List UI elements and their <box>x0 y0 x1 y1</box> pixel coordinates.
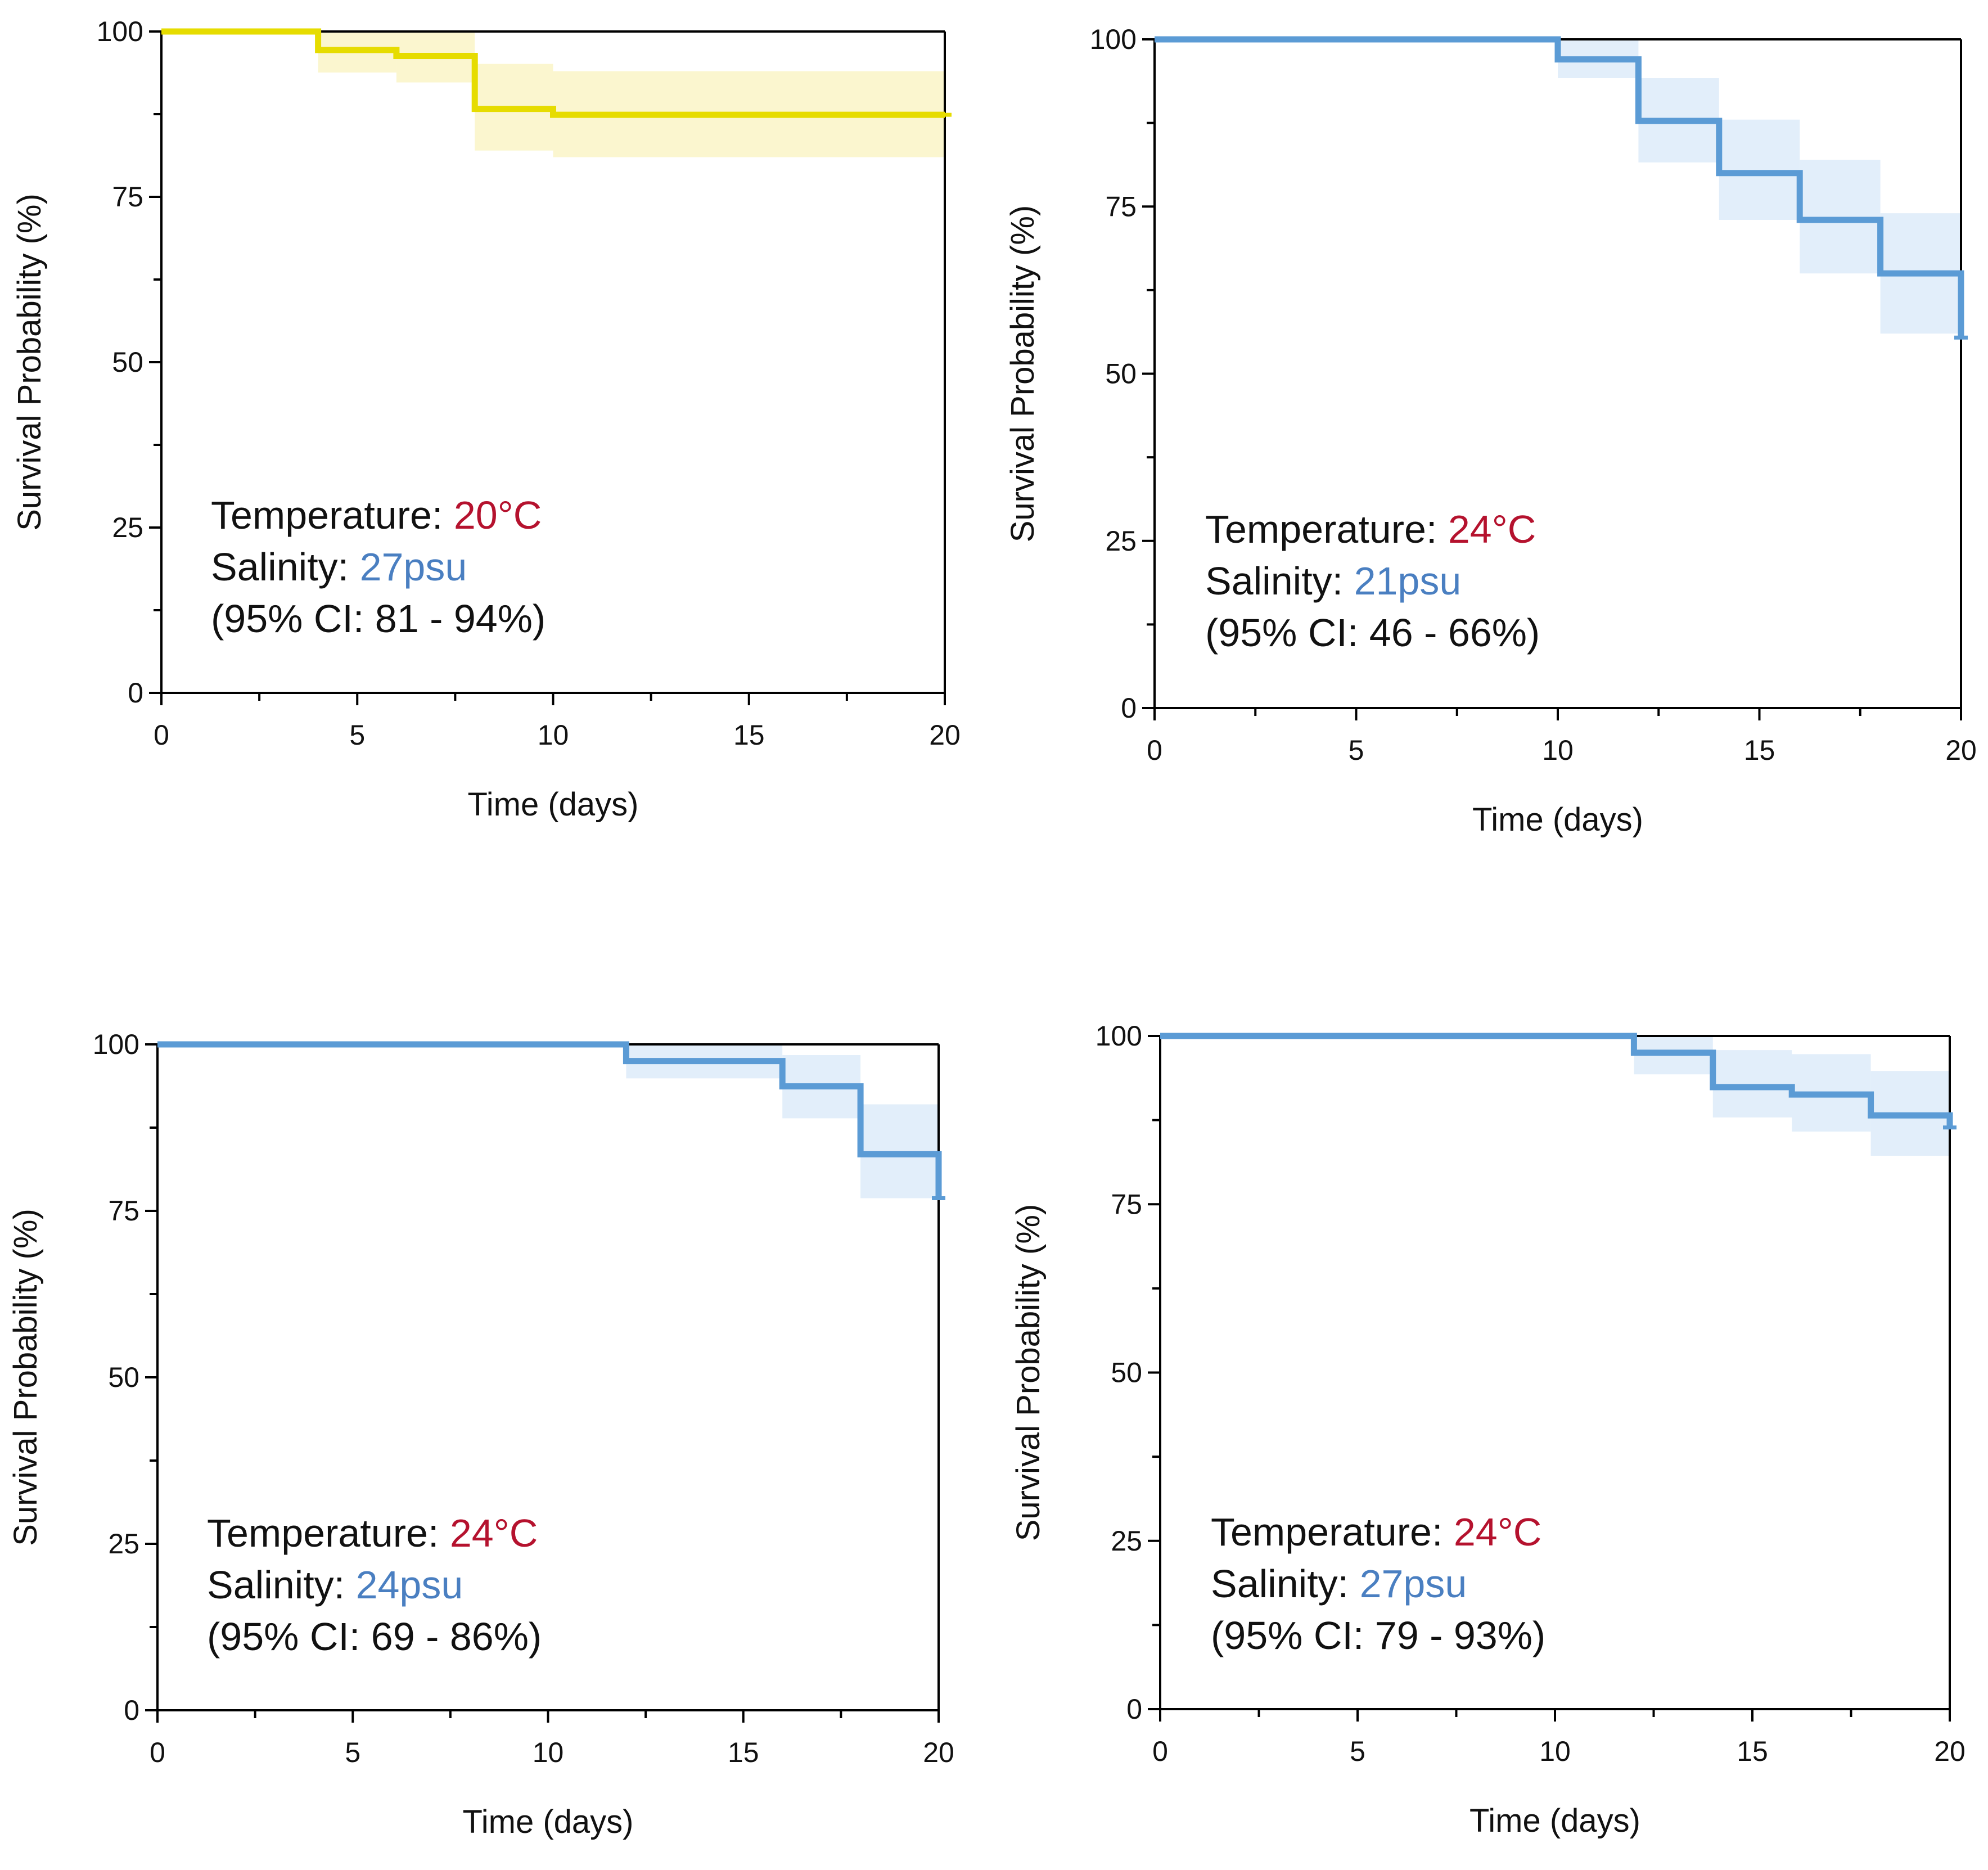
temperature-label: Temperature: <box>207 1511 450 1555</box>
y-tick-label: 100 <box>93 1029 139 1060</box>
temperature-annotation: Temperature: 20°C <box>211 493 542 537</box>
salinity-annotation: Salinity: 27psu <box>211 545 467 589</box>
x-tick-label: 15 <box>1744 735 1775 766</box>
survival-step-line <box>1160 1033 1953 1128</box>
x-tick-label: 15 <box>733 719 765 751</box>
ci-annotation: (95% CI: 69 - 86%) <box>207 1615 542 1659</box>
y-tick-label: 75 <box>1105 191 1137 222</box>
salinity-annotation: Salinity: 27psu <box>1211 1562 1467 1606</box>
temperature-annotation: Temperature: 24°C <box>207 1511 538 1555</box>
y-tick-label: 50 <box>108 1362 139 1393</box>
x-tick-label: 10 <box>538 719 569 751</box>
y-tick-label: 25 <box>108 1528 139 1560</box>
temperature-label: Temperature: <box>1205 507 1448 551</box>
salinity-value: 24psu <box>356 1563 463 1607</box>
temperature-value: 20°C <box>454 493 542 537</box>
y-tick-label: 75 <box>108 1195 139 1227</box>
x-tick-label: 5 <box>345 1737 360 1768</box>
ci-annotation: (95% CI: 46 - 66%) <box>1205 611 1540 655</box>
ci-band <box>1719 119 1800 220</box>
ci-annotation: (95% CI: 79 - 93%) <box>1211 1614 1545 1657</box>
temperature-label: Temperature: <box>211 493 454 537</box>
x-tick-label: 15 <box>728 1737 759 1768</box>
ci-band <box>1800 160 1881 274</box>
salinity-value: 21psu <box>1354 559 1462 603</box>
y-tick-label: 0 <box>128 677 143 709</box>
ci-band <box>1712 1050 1792 1118</box>
x-tick-label: 20 <box>1945 735 1977 766</box>
salinity-value: 27psu <box>1360 1562 1467 1606</box>
ci-annotation: (95% CI: 81 - 94%) <box>211 597 546 641</box>
y-tick-label: 100 <box>1090 24 1137 55</box>
x-axis-title: Time (days) <box>1469 1803 1640 1839</box>
x-tick-label: 20 <box>1934 1736 1966 1767</box>
x-tick-label: 10 <box>533 1737 564 1768</box>
y-tick-label: 100 <box>1096 1020 1142 1052</box>
temperature-value: 24°C <box>450 1511 538 1555</box>
temperature-label: Temperature: <box>1211 1510 1454 1554</box>
y-tick-label: 25 <box>112 512 143 543</box>
chart-panel-bottom-left: 0 25 50 75 100 0 5 10 15 20 Time (days) Survival Pr… <box>7 1029 954 1840</box>
chart-panel-bottom-right: 0 25 50 75 100 0 5 10 15 20 Time (days) Survival Pr… <box>1010 1020 1966 1839</box>
y-tick-label: 0 <box>124 1695 139 1726</box>
salinity-label: Salinity: <box>211 545 360 589</box>
x-tick-label: 0 <box>150 1737 165 1768</box>
y-tick-label: 25 <box>1105 525 1137 557</box>
x-axis-title: Time (days) <box>463 1804 634 1840</box>
y-tick-label: 50 <box>1111 1357 1142 1389</box>
salinity-label: Salinity: <box>1205 559 1354 603</box>
salinity-label: Salinity: <box>1211 1562 1360 1606</box>
temperature-annotation: Temperature: 24°C <box>1211 1510 1541 1554</box>
y-axis-title: Survival Probability (%) <box>7 1209 44 1546</box>
y-axis-title: Survival Probability (%) <box>11 193 48 531</box>
y-tick-label: 25 <box>1111 1525 1142 1557</box>
x-tick-label: 10 <box>1542 735 1574 766</box>
x-tick-label: 20 <box>923 1737 954 1768</box>
survival-step-line <box>1155 36 1964 338</box>
y-tick-label: 50 <box>1105 358 1137 390</box>
x-axis-title: Time (days) <box>468 786 639 823</box>
x-tick-label: 5 <box>349 719 365 751</box>
x-tick-label: 0 <box>1152 1736 1168 1767</box>
x-tick-label: 10 <box>1539 1736 1571 1767</box>
salinity-annotation: Salinity: 24psu <box>207 1563 463 1607</box>
x-axis-title: Time (days) <box>1472 801 1643 838</box>
temperature-value: 24°C <box>1454 1510 1541 1554</box>
y-tick-label: 0 <box>1126 1693 1142 1725</box>
x-tick-label: 5 <box>1349 735 1364 766</box>
y-tick-label: 75 <box>1111 1188 1142 1220</box>
temperature-annotation: Temperature: 24°C <box>1205 507 1536 551</box>
temperature-value: 24°C <box>1448 507 1536 551</box>
x-tick-label: 15 <box>1737 1736 1768 1767</box>
y-axis-title: Survival Probability (%) <box>1004 205 1041 543</box>
salinity-annotation: Salinity: 21psu <box>1205 559 1461 603</box>
chart-panel-top-left: 0 25 50 75 100 0 5 10 15 20 Time (days) Survival Pr… <box>11 16 961 823</box>
y-axis-title: Survival Probability (%) <box>1010 1204 1047 1542</box>
x-tick-label: 20 <box>929 719 961 751</box>
chart-panel-top-right: 0 25 50 75 100 0 5 10 15 20 Time (days) Survival Pr… <box>1004 24 1977 838</box>
y-tick-label: 75 <box>112 181 143 213</box>
x-tick-label: 0 <box>154 719 169 751</box>
survival-step-line <box>157 1041 942 1198</box>
y-tick-label: 100 <box>97 16 143 47</box>
x-tick-label: 0 <box>1147 735 1162 766</box>
y-tick-label: 50 <box>112 346 143 378</box>
salinity-value: 27psu <box>360 545 467 589</box>
salinity-label: Salinity: <box>207 1563 356 1607</box>
survival-step-line <box>161 28 945 118</box>
y-tick-label: 0 <box>1121 692 1137 724</box>
x-tick-label: 5 <box>1350 1736 1365 1767</box>
